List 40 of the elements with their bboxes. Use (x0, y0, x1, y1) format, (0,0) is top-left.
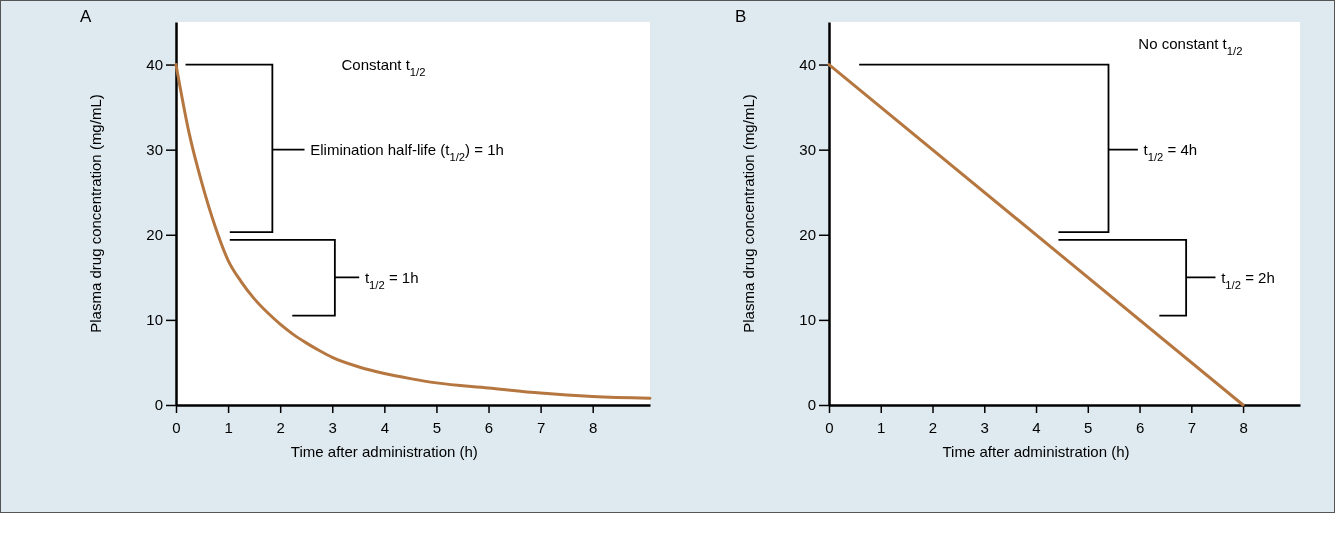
x-tick-label: 4 (1032, 418, 1041, 436)
x-tick-label: 6 (484, 418, 494, 436)
x-tick-label: 5 (1084, 418, 1093, 436)
y-tick-label: 10 (146, 311, 163, 329)
y-tick-label: 40 (146, 55, 163, 73)
y-tick-label: 20 (799, 226, 816, 244)
x-tick-label: 0 (172, 418, 181, 436)
x-tick-label: 1 (877, 418, 886, 436)
annotation: t$_{1/2}$ = 1h (364, 268, 419, 291)
x-tick-label: 2 (276, 418, 285, 436)
x-tick-label: 4 (380, 418, 390, 436)
y-tick-label: 20 (146, 226, 163, 244)
annotation: t$_{1/2}$ = 4h (1143, 140, 1198, 163)
x-tick-label: 7 (536, 418, 546, 436)
y-axis-title: Plasma drug concentration (mg/mL) (87, 94, 105, 333)
annotation: No constant t$_{1/2}$ (1138, 34, 1243, 57)
chart-title: A (80, 6, 92, 26)
x-tick-label: 8 (1239, 418, 1248, 436)
annotation: t$_{1/2}$ = 2h (1221, 268, 1275, 291)
x-tick-label: 8 (589, 418, 598, 436)
x-tick-label: 2 (928, 418, 938, 436)
x-axis-title: Time after administration (h) (942, 443, 1130, 460)
x-axis-title: Time after administration (h) (290, 443, 478, 460)
x-tick-label: 0 (825, 418, 834, 436)
x-tick-label: 3 (980, 418, 989, 436)
x-tick-label: 3 (328, 418, 337, 436)
y-tick-label: 0 (807, 396, 816, 414)
y-tick-label: 40 (799, 55, 816, 73)
x-tick-label: 5 (432, 418, 442, 436)
y-axis-title: Plasma drug concentration (mg/mL) (740, 94, 758, 333)
x-tick-label: 7 (1187, 418, 1196, 436)
annotation: Constant t$_{1/2}$ (341, 55, 426, 78)
x-tick-label: 1 (224, 418, 233, 436)
y-tick-label: 10 (799, 311, 816, 329)
y-tick-label: 0 (154, 396, 163, 414)
y-tick-label: 30 (799, 140, 816, 158)
chart-title: B (735, 6, 747, 26)
x-tick-label: 6 (1135, 418, 1145, 436)
annotation: Elimination half-life (t$_{1/2}$) = 1h (310, 140, 504, 163)
y-tick-label: 30 (146, 140, 163, 158)
